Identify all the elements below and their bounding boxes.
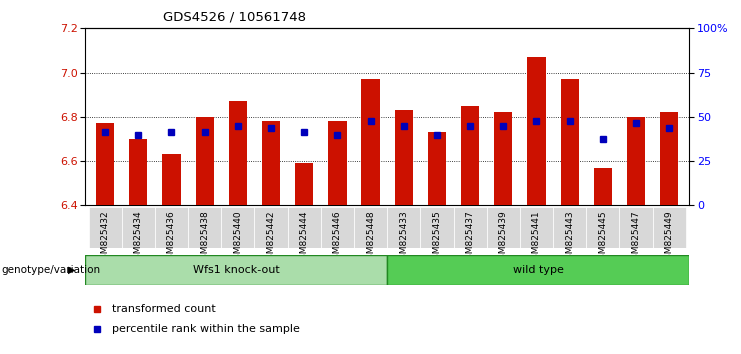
Bar xyxy=(487,207,520,248)
Bar xyxy=(494,112,513,205)
Text: GSM825436: GSM825436 xyxy=(167,210,176,265)
Text: GSM825442: GSM825442 xyxy=(267,210,276,265)
Bar xyxy=(653,207,686,248)
Bar xyxy=(660,112,678,205)
Bar xyxy=(362,79,379,205)
Bar xyxy=(96,124,114,205)
Bar xyxy=(461,106,479,205)
Bar xyxy=(188,207,222,248)
Bar xyxy=(553,207,586,248)
Bar xyxy=(387,207,420,248)
Text: genotype/variation: genotype/variation xyxy=(1,265,101,275)
Bar xyxy=(528,57,545,205)
Bar xyxy=(586,207,619,248)
Bar xyxy=(222,207,254,248)
Text: transformed count: transformed count xyxy=(113,304,216,314)
Text: GSM825438: GSM825438 xyxy=(200,210,209,265)
Text: GSM825449: GSM825449 xyxy=(665,210,674,265)
Text: GSM825448: GSM825448 xyxy=(366,210,375,265)
Bar xyxy=(295,163,313,205)
Text: GSM825444: GSM825444 xyxy=(299,210,309,265)
Bar xyxy=(619,207,653,248)
Text: Wfs1 knock-out: Wfs1 knock-out xyxy=(193,265,279,275)
Bar xyxy=(328,121,347,205)
Bar xyxy=(288,207,321,248)
Text: GSM825440: GSM825440 xyxy=(233,210,242,265)
Bar xyxy=(85,255,387,285)
Text: ▶: ▶ xyxy=(68,265,76,275)
Bar xyxy=(520,207,553,248)
Bar xyxy=(229,101,247,205)
Text: wild type: wild type xyxy=(513,265,564,275)
Bar xyxy=(428,132,446,205)
Bar xyxy=(129,139,147,205)
Bar xyxy=(162,154,181,205)
Bar xyxy=(321,207,354,248)
Bar xyxy=(122,207,155,248)
Bar xyxy=(420,207,453,248)
Bar xyxy=(88,207,122,248)
Text: GSM825437: GSM825437 xyxy=(465,210,475,265)
Text: GSM825445: GSM825445 xyxy=(598,210,608,265)
Text: percentile rank within the sample: percentile rank within the sample xyxy=(113,324,300,334)
Bar xyxy=(155,207,188,248)
Bar xyxy=(196,117,214,205)
Bar xyxy=(254,207,288,248)
Bar xyxy=(395,110,413,205)
Bar xyxy=(627,117,645,205)
Bar xyxy=(262,121,280,205)
Text: GSM825432: GSM825432 xyxy=(101,210,110,265)
Text: GSM825433: GSM825433 xyxy=(399,210,408,265)
Text: GSM825439: GSM825439 xyxy=(499,210,508,265)
Text: GSM825434: GSM825434 xyxy=(134,210,143,265)
Text: GDS4526 / 10561748: GDS4526 / 10561748 xyxy=(163,11,306,24)
Bar xyxy=(354,207,387,248)
Text: GSM825443: GSM825443 xyxy=(565,210,574,265)
Text: GSM825441: GSM825441 xyxy=(532,210,541,265)
Text: GSM825435: GSM825435 xyxy=(433,210,442,265)
Text: GSM825447: GSM825447 xyxy=(631,210,640,265)
Bar xyxy=(453,207,487,248)
Bar xyxy=(594,168,612,205)
Bar xyxy=(387,255,689,285)
Bar xyxy=(560,79,579,205)
Text: GSM825446: GSM825446 xyxy=(333,210,342,265)
